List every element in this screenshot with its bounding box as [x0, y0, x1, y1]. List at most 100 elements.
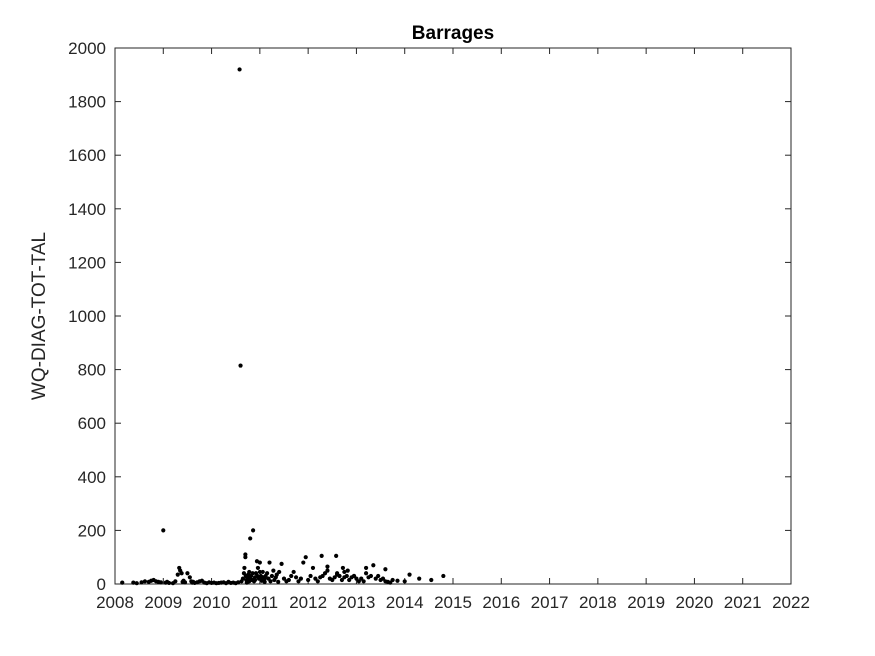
data-point — [390, 577, 395, 583]
data-point — [187, 575, 192, 580]
data-point — [303, 555, 308, 560]
data-point — [262, 576, 267, 581]
data-point — [347, 577, 352, 583]
x-tick-label: 2016 — [482, 593, 520, 612]
data-point — [407, 572, 412, 577]
data-point — [376, 573, 381, 579]
data-point — [243, 555, 248, 560]
x-tick-label: 2008 — [96, 593, 134, 612]
data-point — [322, 571, 328, 576]
y-tick-label: 800 — [78, 361, 106, 380]
data-point — [276, 579, 281, 584]
data-point — [250, 528, 256, 533]
data-point — [363, 565, 369, 571]
y-tick-label: 0 — [97, 575, 106, 594]
y-tick-label: 1000 — [68, 307, 106, 326]
data-point — [271, 568, 276, 573]
data-point — [158, 580, 163, 585]
y-tick-label: 600 — [78, 414, 106, 433]
data-point — [298, 576, 303, 581]
y-tick-label: 1200 — [68, 253, 106, 272]
data-point — [255, 573, 260, 579]
data-point — [291, 569, 296, 575]
data-point — [240, 576, 246, 581]
data-point — [173, 579, 178, 584]
data-point — [120, 580, 125, 585]
data-point — [161, 528, 166, 533]
x-tick-label: 2022 — [772, 593, 810, 612]
data-point — [236, 580, 241, 585]
y-tick-label: 400 — [78, 468, 106, 487]
x-tick-label: 2020 — [676, 593, 714, 612]
data-point — [351, 573, 357, 579]
data-point — [182, 580, 188, 585]
data-point — [265, 571, 270, 576]
data-point — [179, 571, 184, 576]
data-point — [267, 560, 272, 565]
data-point — [274, 572, 279, 577]
data-point — [185, 571, 190, 576]
y-axis: 0 200 400 600 800 1000 1200 1400 1600 1800 2000 — [68, 39, 791, 594]
y-axis-label: WQ-DIAG-TOT-TAL — [29, 232, 50, 400]
data-point — [257, 560, 262, 565]
data-point — [334, 553, 339, 558]
data-point — [340, 565, 346, 571]
y-tick-label: 1400 — [68, 200, 106, 219]
x-tick-label: 2018 — [579, 593, 617, 612]
data-point — [325, 568, 330, 573]
data-point — [248, 536, 253, 541]
data-point — [319, 553, 324, 558]
data-point — [332, 575, 337, 580]
data-point — [279, 561, 284, 567]
data-point — [293, 575, 299, 580]
data-point — [301, 560, 306, 565]
x-tick-label: 2009 — [144, 593, 182, 612]
data-point — [310, 565, 316, 571]
data-point — [363, 571, 369, 576]
data-point — [315, 579, 320, 584]
data-point — [269, 573, 275, 579]
data-point — [371, 563, 376, 568]
data-points — [120, 67, 446, 586]
x-tick-label: 2021 — [724, 593, 762, 612]
data-point — [354, 576, 359, 581]
data-point — [342, 569, 347, 575]
data-point — [388, 580, 393, 585]
data-point — [289, 573, 294, 579]
data-point — [175, 572, 180, 577]
data-point — [380, 576, 386, 581]
x-axis: 2008 2009 2010 2011 2012 2013 2014 2015 2016 2017… — [96, 48, 810, 612]
data-point — [257, 569, 262, 575]
data-point — [242, 565, 247, 571]
x-tick-label: 2013 — [338, 593, 376, 612]
data-point — [166, 580, 172, 586]
data-point — [313, 576, 318, 581]
data-point — [373, 576, 378, 581]
data-point — [281, 576, 287, 581]
data-point — [339, 577, 345, 583]
data-point — [286, 577, 291, 583]
data-point — [134, 581, 139, 586]
data-point — [325, 564, 330, 569]
data-point — [260, 569, 265, 575]
x-tick-label: 2014 — [386, 593, 424, 612]
chart-title: Barrages — [412, 23, 494, 44]
x-tick-label: 2012 — [289, 593, 327, 612]
data-point — [247, 569, 252, 575]
data-point — [395, 578, 400, 583]
data-point — [277, 569, 282, 575]
y-tick-label: 2000 — [68, 39, 106, 58]
data-point — [245, 575, 250, 580]
data-point — [262, 579, 267, 584]
data-point — [237, 67, 242, 72]
x-tick-label: 2019 — [627, 593, 665, 612]
plot-area — [114, 47, 792, 585]
data-point — [251, 577, 257, 583]
data-point — [139, 580, 144, 585]
y-tick-label: 1600 — [68, 146, 106, 165]
data-point — [308, 573, 313, 579]
data-point — [335, 572, 340, 577]
data-point — [306, 577, 311, 583]
data-point — [361, 579, 366, 584]
